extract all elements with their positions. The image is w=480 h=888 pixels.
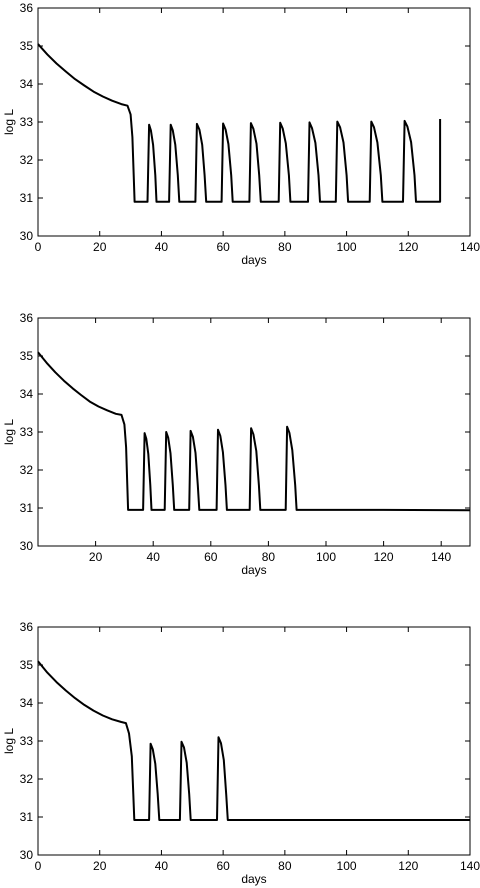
y-tick-label: 31 — [20, 810, 34, 824]
x-tick-label: 120 — [398, 240, 418, 254]
x-axis-label: days — [241, 872, 266, 886]
x-tick-label: 140 — [431, 550, 451, 564]
x-tick-label: 0 — [35, 240, 42, 254]
x-tick-label: 40 — [147, 550, 161, 564]
y-tick-label: 30 — [20, 229, 34, 243]
y-tick-label: 33 — [20, 734, 34, 748]
x-tick-label: 20 — [93, 859, 107, 873]
y-tick-label: 33 — [20, 425, 34, 439]
y-axis-label: log L — [2, 728, 16, 754]
y-tick-label: 32 — [20, 772, 34, 786]
y-tick-label: 35 — [20, 39, 34, 53]
y-tick-label: 35 — [20, 349, 34, 363]
y-tick-label: 36 — [20, 1, 34, 15]
y-axis-label: log L — [2, 109, 16, 135]
x-tick-label: 60 — [204, 550, 218, 564]
x-tick-label: 20 — [89, 550, 103, 564]
series-line-1 — [37, 43, 442, 203]
x-tick-label: 60 — [216, 859, 230, 873]
x-tick-label: 120 — [398, 859, 418, 873]
x-tick-label: 80 — [262, 550, 276, 564]
chart-panel-3: 0 20 40 60 80 100 120 140 30 31 32 33 34 35 36 days log … — [2, 620, 480, 886]
plot-frame — [37, 317, 471, 547]
y-tick-label: 35 — [20, 658, 34, 672]
y-tick-label: 36 — [20, 311, 34, 325]
x-tick-label: 80 — [278, 240, 292, 254]
y-tick-label: 31 — [20, 501, 34, 515]
y-tick-label: 34 — [20, 696, 34, 710]
x-tick-label: 100 — [316, 550, 336, 564]
y-tick-label: 31 — [20, 191, 34, 205]
y-tick-label: 30 — [20, 848, 34, 862]
x-tick-label: 120 — [374, 550, 394, 564]
chart-panel-2: 20 40 60 80 100 120 140 30 31 32 33 34 35 36 days log L — [2, 311, 471, 577]
y-tick-label: 32 — [20, 153, 34, 167]
y-tick-label: 32 — [20, 463, 34, 477]
x-axis-label: days — [241, 563, 266, 577]
x-tick-label: 140 — [460, 859, 480, 873]
y-axis-label: log L — [2, 419, 16, 445]
y-tick-label: 34 — [20, 77, 34, 91]
x-axis-label: days — [241, 253, 266, 267]
x-tick-label: 0 — [35, 859, 42, 873]
y-tick-label: 34 — [20, 387, 34, 401]
chart-panel-1: 0 20 40 60 80 100 120 140 30 31 32 33 34 35 36 days log … — [2, 1, 480, 267]
y-tick-label: 36 — [20, 620, 34, 634]
x-tick-label: 140 — [460, 240, 480, 254]
y-tick-label: 33 — [20, 115, 34, 129]
x-tick-label: 40 — [155, 240, 169, 254]
series-line-1 — [37, 351, 471, 512]
x-tick-label: 100 — [337, 859, 357, 873]
series-line-1 — [37, 660, 470, 821]
x-tick-label: 20 — [93, 240, 107, 254]
y-tick-label: 30 — [20, 539, 34, 553]
x-tick-label: 40 — [155, 859, 169, 873]
x-tick-label: 80 — [278, 859, 292, 873]
x-tick-label: 100 — [337, 240, 357, 254]
x-tick-label: 60 — [216, 240, 230, 254]
